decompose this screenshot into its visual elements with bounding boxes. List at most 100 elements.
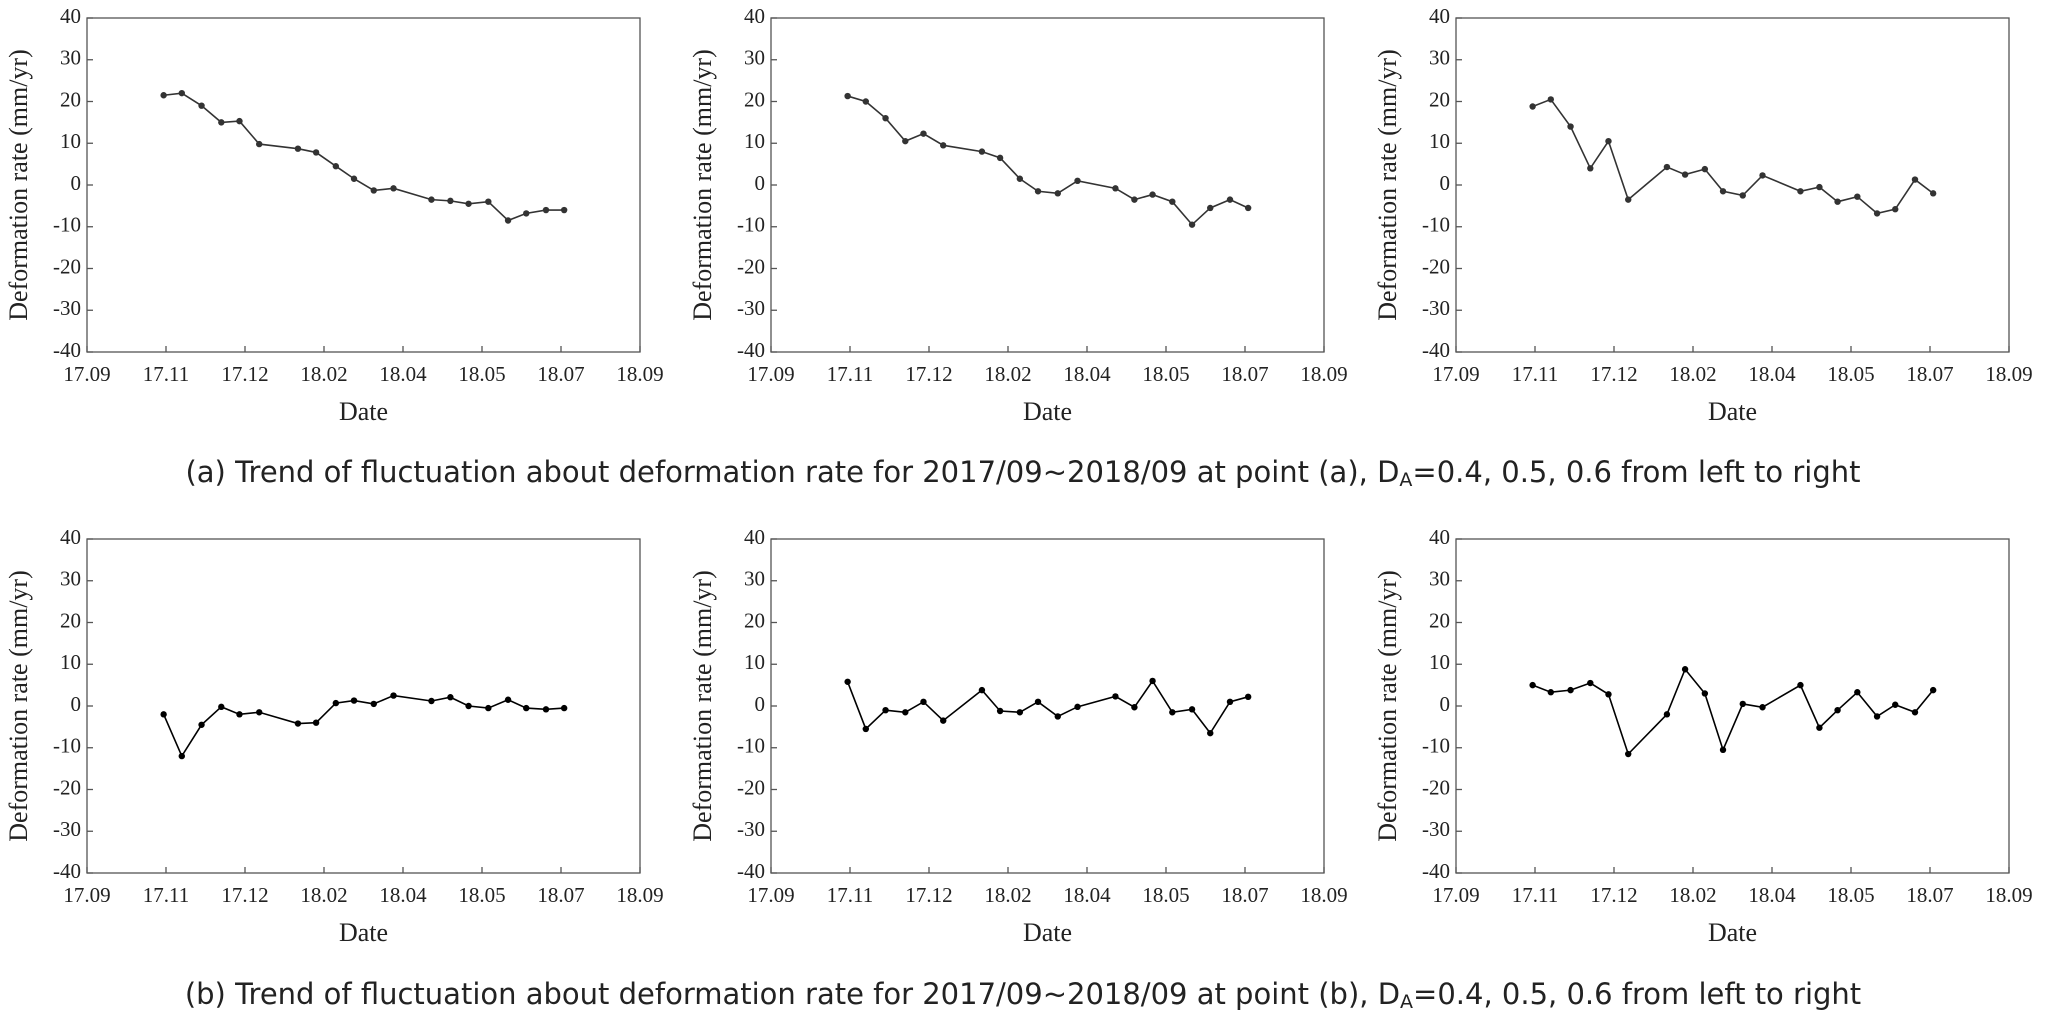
data-point: [256, 140, 263, 148]
data-point: [1226, 196, 1234, 203]
data-point: [390, 692, 397, 699]
x-tick-label: 18.04: [1063, 883, 1111, 907]
x-axis-label: Date: [1023, 397, 1072, 426]
data-point: [1701, 690, 1709, 697]
data-point: [920, 698, 927, 706]
y-tick-label: 10: [60, 650, 81, 674]
plot-frame: [1455, 538, 2010, 874]
x-tick-label: 17.11: [1512, 883, 1558, 907]
data-point: [1681, 171, 1689, 178]
x-tick-label: 18.05: [1827, 883, 1874, 907]
y-tick-label: -30: [53, 817, 81, 841]
y-tick-label: -30: [1422, 296, 1450, 320]
data-point: [1759, 172, 1766, 179]
data-line: [846, 679, 1249, 735]
x-tick-label: 17.09: [63, 883, 110, 907]
y-tick-label: 20: [1429, 608, 1450, 632]
x-tick-label: 17.09: [1432, 883, 1479, 907]
y-tick-label: 20: [744, 608, 765, 632]
data-point: [178, 752, 185, 760]
y-tick-label: -10: [1422, 734, 1450, 758]
data-point: [1587, 679, 1594, 687]
y-tick-label: -20: [737, 775, 765, 799]
x-tick-label: 17.11: [827, 883, 873, 907]
y-tick-label: 20: [60, 87, 81, 111]
x-tick-label: 18.07: [1221, 883, 1268, 907]
data-point: [1547, 96, 1555, 103]
y-tick-label: 30: [1429, 46, 1450, 70]
x-tick-label: 18.07: [537, 362, 584, 386]
data-line: [162, 694, 565, 758]
y-tick-label: -10: [53, 734, 81, 758]
data-point: [1854, 689, 1861, 696]
x-tick-label: 18.04: [379, 883, 427, 907]
data-point: [294, 145, 302, 152]
y-tick-label: -40: [737, 859, 765, 883]
data-point: [1816, 724, 1823, 731]
y-tick-label: 10: [1429, 650, 1450, 674]
data-point: [1131, 196, 1138, 203]
data-line: [847, 95, 1249, 226]
data-point: [1587, 165, 1594, 172]
x-axis-label: Date: [1023, 918, 1072, 947]
x-tick-label: 17.11: [143, 883, 189, 907]
x-tick-label: 17.12: [1590, 362, 1637, 386]
data-point: [1112, 185, 1119, 192]
data-point: [1567, 123, 1574, 130]
data-point: [198, 721, 205, 728]
data-point: [1739, 700, 1746, 708]
data-point: [862, 725, 869, 733]
data-point: [428, 196, 435, 203]
data-point: [1663, 163, 1671, 171]
y-tick-label: -20: [1422, 775, 1450, 799]
data-point: [978, 148, 986, 155]
data-line: [163, 92, 565, 222]
data-point: [902, 137, 909, 145]
data-point: [465, 702, 472, 710]
y-tick-label: 30: [744, 567, 765, 591]
data-point: [844, 92, 851, 100]
y-tick-label: 0: [755, 692, 766, 716]
data-point: [1719, 188, 1727, 195]
x-tick-label: 18.07: [1221, 362, 1268, 386]
caption-rest: =0.4, 0.5, 0.6 from left to right: [1412, 455, 1860, 489]
x-axis-label: Date: [339, 918, 388, 947]
y-tick-label: 40: [60, 4, 81, 28]
data-point: [332, 163, 340, 170]
data-point: [198, 102, 205, 109]
x-tick-label: 18.02: [984, 883, 1031, 907]
y-tick-label: -20: [1422, 254, 1450, 278]
y-tick-label: -30: [53, 296, 81, 320]
data-point: [902, 709, 909, 716]
x-tick-label: 17.12: [221, 362, 268, 386]
x-axis-label: Date: [339, 397, 388, 426]
x-tick-label: 18.02: [984, 362, 1031, 386]
data-point: [236, 117, 243, 125]
y-tick-label: -20: [737, 254, 765, 278]
y-tick-label: 20: [744, 87, 765, 111]
plot-frame: [770, 17, 1325, 353]
y-axis-label: Deformation rate (mm/yr): [4, 570, 33, 841]
x-tick-label: 18.09: [616, 883, 663, 907]
x-tick-label: 18.02: [1669, 362, 1716, 386]
data-point: [1034, 188, 1042, 195]
y-tick-label: -40: [1422, 859, 1450, 883]
data-point: [1739, 192, 1746, 199]
data-point: [560, 206, 568, 214]
x-tick-label: 17.11: [1512, 362, 1558, 386]
caption: (b) Trend of fluctuation about deformati…: [185, 977, 1861, 1013]
y-tick-label: -10: [737, 734, 765, 758]
y-tick-label: -20: [53, 775, 81, 799]
plot-frame: [770, 538, 1325, 874]
data-point: [1929, 686, 1937, 694]
x-tick-label: 17.09: [1432, 362, 1479, 386]
data-point: [1892, 701, 1899, 708]
y-tick-label: 10: [60, 129, 81, 153]
x-tick-label: 18.09: [616, 362, 663, 386]
data-point: [1873, 713, 1881, 720]
x-tick-label: 17.12: [905, 883, 952, 907]
y-tick-label: 40: [1429, 525, 1450, 549]
x-tick-label: 18.04: [1748, 362, 1796, 386]
x-tick-label: 18.05: [1142, 362, 1189, 386]
x-tick-label: 18.05: [458, 883, 505, 907]
